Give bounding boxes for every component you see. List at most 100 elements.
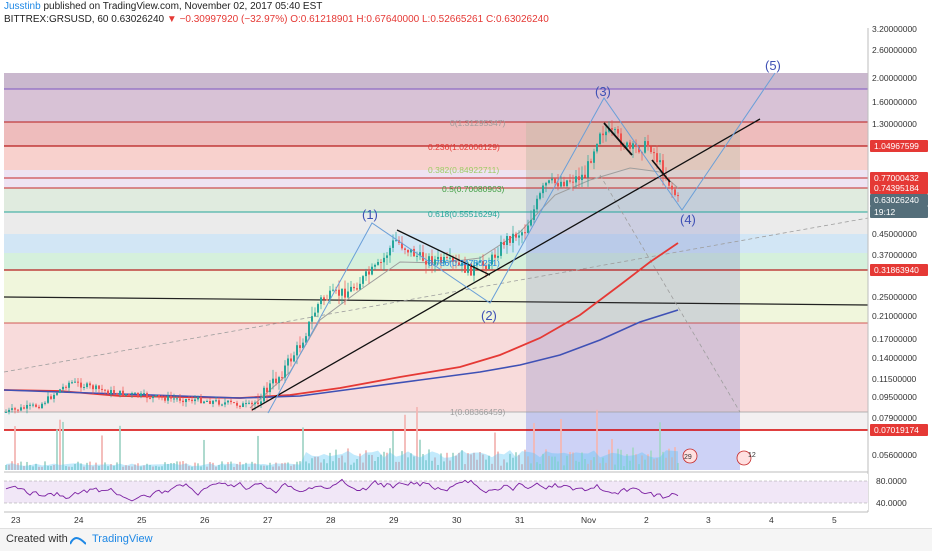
price-badge-text: 0.63026240 xyxy=(874,195,919,205)
candle xyxy=(347,282,349,298)
candle xyxy=(38,404,40,410)
volume-bar xyxy=(581,452,583,470)
volume-bar xyxy=(203,439,205,470)
candle xyxy=(644,137,646,154)
volume-bar xyxy=(386,452,388,470)
time-tick-label: 26 xyxy=(200,515,210,525)
rsi-band xyxy=(4,481,868,503)
volume-bar xyxy=(215,466,217,470)
candle xyxy=(203,400,205,405)
volume-bar xyxy=(5,465,7,470)
candle xyxy=(143,389,145,396)
candle xyxy=(377,258,379,266)
volume-bar xyxy=(149,464,151,470)
candle xyxy=(563,176,565,189)
candle xyxy=(572,174,574,191)
volume-bar xyxy=(170,463,172,470)
candle xyxy=(614,127,616,136)
candle xyxy=(155,394,157,398)
volume-bar xyxy=(92,466,94,470)
candle xyxy=(287,354,289,374)
candle xyxy=(482,254,484,273)
candle xyxy=(101,384,103,393)
candle xyxy=(380,259,382,271)
symbol-name: BITTREX:GRSUSD, 60 xyxy=(4,14,109,25)
candle xyxy=(95,383,97,392)
candle xyxy=(8,407,10,415)
candle xyxy=(161,394,163,401)
volume-bar xyxy=(197,463,199,470)
volume-bar xyxy=(470,454,472,470)
volume-bar xyxy=(467,453,469,470)
rsi-axis: 80.0000 40.0000 xyxy=(876,476,907,508)
volume-bar xyxy=(566,455,568,470)
candle xyxy=(500,235,502,259)
fib-label-786: 0.786(0.34780231) xyxy=(428,258,500,268)
volume-bar xyxy=(65,466,67,470)
volume-bar xyxy=(428,449,430,470)
volume-bar xyxy=(38,466,40,470)
tradingview-brand[interactable]: TradingView xyxy=(92,533,153,545)
candle xyxy=(80,378,82,392)
candle xyxy=(353,283,355,292)
price-chart[interactable]: (1) (2) (3) (4) (5) 0(1.31295347) 0.236(… xyxy=(0,0,932,528)
time-tick-label: 25 xyxy=(137,515,147,525)
candle xyxy=(518,230,520,246)
volume-bar xyxy=(362,462,364,470)
volume-bar xyxy=(653,459,655,470)
volume-bar xyxy=(641,455,643,470)
volume-bar xyxy=(212,462,214,470)
candle xyxy=(590,158,592,164)
candle xyxy=(410,248,412,257)
volume-bar xyxy=(611,438,613,470)
band-extension-2 xyxy=(4,89,868,122)
volume-bar xyxy=(35,463,37,470)
candle xyxy=(422,244,424,262)
volume-bar xyxy=(164,462,166,470)
candle xyxy=(527,219,529,234)
candle xyxy=(20,404,22,412)
volume-bar xyxy=(437,464,439,470)
time-tick-label: 29 xyxy=(389,515,399,525)
volume-bar xyxy=(110,464,112,470)
volume-bar xyxy=(368,454,370,470)
candle xyxy=(146,391,148,403)
price-badge: 0.31863940 xyxy=(870,264,928,276)
candle xyxy=(461,262,463,273)
candle xyxy=(176,395,178,402)
candle xyxy=(551,173,553,184)
candle xyxy=(545,181,547,193)
candle xyxy=(599,132,601,146)
volume-bar xyxy=(20,461,22,470)
volume-bar xyxy=(26,461,28,470)
candle xyxy=(86,381,88,389)
candle xyxy=(635,139,637,154)
candle xyxy=(23,404,25,410)
author-name[interactable]: Jusstinb xyxy=(4,1,41,12)
candle xyxy=(227,399,229,405)
candle xyxy=(557,173,559,191)
rsi-tick-label: 40.0000 xyxy=(876,498,907,508)
rsi-tick-label: 80.0000 xyxy=(876,476,907,486)
price-tick-label: 0.07900000 xyxy=(872,413,917,423)
volume-bar xyxy=(242,464,244,470)
candle xyxy=(389,245,391,263)
volume-bar xyxy=(650,450,652,470)
candle xyxy=(419,244,421,260)
price-tick-label: 0.05600000 xyxy=(872,450,917,460)
candle xyxy=(149,394,151,400)
volume-bar xyxy=(602,457,604,470)
wave-label-5: (5) xyxy=(765,58,781,73)
candle xyxy=(152,395,154,403)
horizontal-trendline xyxy=(3,296,869,306)
candle xyxy=(188,395,190,402)
time-axis[interactable]: 23 24 25 26 27 28 29 30 31 Nov 2 3 4 5 xyxy=(11,515,837,525)
volume-bar xyxy=(626,454,628,470)
candle xyxy=(266,382,268,402)
candle xyxy=(68,380,70,392)
candle xyxy=(5,409,7,413)
volume-bar xyxy=(674,447,676,470)
volume-bar xyxy=(578,461,580,470)
price-axis[interactable]: 3.20000000 2.60000000 2.00000000 1.60000000… xyxy=(872,24,917,460)
ohlc-values: O:0.61218901 H:0.67640000 L:0.52665261 C… xyxy=(290,14,549,25)
